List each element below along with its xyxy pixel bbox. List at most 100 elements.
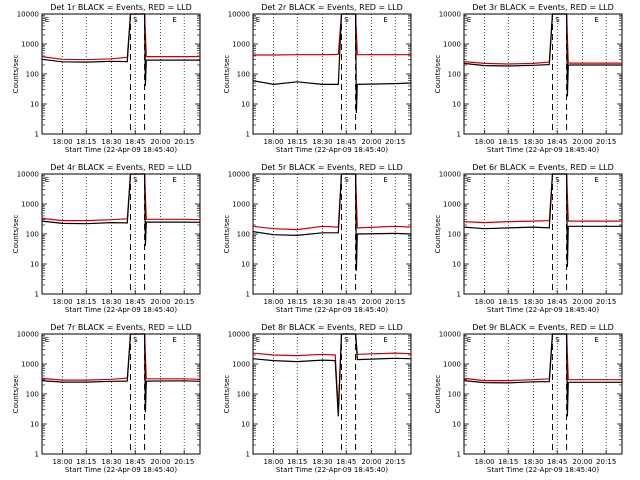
chart-title: Det 5r BLACK = Events, RED = LLD bbox=[261, 163, 403, 172]
x-tick-label: 18:15 bbox=[76, 458, 96, 466]
y-tick-label: 10 bbox=[452, 421, 461, 429]
series-line-events bbox=[252, 173, 412, 271]
x-tick-label: 18:30 bbox=[101, 458, 121, 466]
y-axis-label: Counts/sec bbox=[223, 375, 231, 414]
y-tick-label: 1 bbox=[246, 131, 250, 139]
marker-end: E bbox=[383, 176, 387, 184]
panel-4: Det 4r BLACK = Events, RED = LLD 18:00 18:… bbox=[12, 163, 201, 314]
x-tick-label: 18:30 bbox=[523, 138, 543, 146]
x-tick-label: 18:15 bbox=[498, 458, 518, 466]
x-tick-label: 18:00 bbox=[474, 138, 494, 146]
chart-title: Det 9r BLACK = Events, RED = LLD bbox=[472, 323, 614, 332]
x-tick-label: 18:00 bbox=[474, 298, 494, 306]
x-tick-label: 18:00 bbox=[52, 298, 72, 306]
x-axis-label: Start Time (22-Apr-09 18:45:40) bbox=[276, 306, 388, 314]
y-axis-label: Counts/sec bbox=[12, 55, 20, 94]
x-tick-label: 20:00 bbox=[361, 458, 381, 466]
x-tick-label: 18:30 bbox=[312, 298, 332, 306]
y-tick-label: 1 bbox=[35, 131, 39, 139]
x-axis-label: Start Time (22-Apr-09 18:45:40) bbox=[65, 306, 177, 314]
x-tick-label: 18:30 bbox=[101, 298, 121, 306]
marker-start: S bbox=[344, 176, 349, 184]
y-tick-label: 10 bbox=[30, 261, 39, 269]
panel-5: Det 5r BLACK = Events, RED = LLD 18:00 18:… bbox=[223, 163, 412, 314]
y-tick-label: 100 bbox=[237, 391, 250, 399]
y-tick-label: 10 bbox=[30, 421, 39, 429]
chart-title: Det 1r BLACK = Events, RED = LLD bbox=[50, 3, 192, 12]
plot-frame bbox=[252, 13, 412, 135]
marker-end: E bbox=[594, 16, 598, 24]
y-tick-label: 1 bbox=[457, 291, 461, 299]
y-tick-label: 1000 bbox=[21, 41, 39, 49]
y-tick-label: 100 bbox=[237, 71, 250, 79]
x-tick-label: 18:30 bbox=[312, 458, 332, 466]
marker-end-left: E bbox=[467, 176, 471, 184]
y-tick-label: 10 bbox=[241, 421, 250, 429]
y-tick-label: 10000 bbox=[17, 171, 39, 179]
x-tick-label: 20:15 bbox=[596, 458, 616, 466]
x-tick-label: 20:15 bbox=[385, 458, 405, 466]
marker-start: S bbox=[344, 336, 349, 344]
panel-2: Det 2r BLACK = Events, RED = LLD 18:00 18:… bbox=[223, 3, 412, 154]
plot-frame bbox=[463, 333, 623, 455]
marker-start: S bbox=[555, 16, 560, 24]
y-tick-label: 10000 bbox=[228, 331, 250, 339]
y-tick-label: 1000 bbox=[21, 361, 39, 369]
x-tick-label: 18:45 bbox=[336, 138, 356, 146]
y-tick-label: 100 bbox=[26, 231, 39, 239]
x-tick-label: 20:00 bbox=[572, 298, 592, 306]
y-tick-label: 100 bbox=[26, 391, 39, 399]
x-tick-label: 18:15 bbox=[76, 298, 96, 306]
x-tick-label: 20:00 bbox=[150, 298, 170, 306]
y-tick-label: 1 bbox=[457, 131, 461, 139]
x-tick-label: 18:00 bbox=[52, 458, 72, 466]
series-line-events bbox=[41, 333, 201, 413]
marker-end: E bbox=[594, 336, 598, 344]
x-tick-label: 20:00 bbox=[361, 298, 381, 306]
marker-end-left: E bbox=[256, 336, 260, 344]
marker-end: E bbox=[172, 176, 176, 184]
x-tick-label: 18:45 bbox=[547, 458, 567, 466]
y-tick-label: 1000 bbox=[443, 361, 461, 369]
marker-end: E bbox=[383, 16, 387, 24]
marker-end: E bbox=[172, 336, 176, 344]
series-line-events bbox=[463, 173, 622, 267]
series-line-events bbox=[41, 13, 200, 86]
x-tick-label: 18:00 bbox=[263, 458, 283, 466]
x-tick-label: 18:15 bbox=[287, 458, 307, 466]
x-tick-label: 18:30 bbox=[312, 138, 332, 146]
x-tick-label: 18:00 bbox=[474, 458, 494, 466]
x-axis-label: Start Time (22-Apr-09 18:45:40) bbox=[65, 146, 177, 154]
series-line-events bbox=[463, 333, 622, 417]
x-tick-label: 20:00 bbox=[572, 458, 592, 466]
series-line-events bbox=[463, 13, 622, 97]
y-tick-label: 100 bbox=[26, 71, 39, 79]
marker-start: S bbox=[133, 176, 138, 184]
x-tick-label: 20:15 bbox=[385, 298, 405, 306]
y-tick-label: 100 bbox=[448, 391, 461, 399]
x-tick-label: 18:45 bbox=[125, 458, 145, 466]
y-axis-label: Counts/sec bbox=[12, 375, 20, 414]
x-tick-label: 18:15 bbox=[498, 138, 518, 146]
marker-start: S bbox=[133, 16, 138, 24]
plot-frame bbox=[463, 13, 623, 135]
y-tick-label: 10 bbox=[452, 261, 461, 269]
chart-title: Det 4r BLACK = Events, RED = LLD bbox=[50, 163, 192, 172]
x-tick-label: 20:15 bbox=[174, 138, 194, 146]
series-line-events bbox=[252, 333, 412, 417]
y-tick-label: 1 bbox=[457, 451, 461, 459]
x-axis-label: Start Time (22-Apr-09 18:45:40) bbox=[487, 306, 599, 314]
y-tick-label: 1000 bbox=[21, 201, 39, 209]
x-axis-label: Start Time (22-Apr-09 18:45:40) bbox=[487, 146, 599, 154]
series-line-events bbox=[41, 173, 201, 246]
x-tick-label: 18:45 bbox=[547, 298, 567, 306]
plot-frame bbox=[41, 333, 201, 455]
y-tick-label: 1000 bbox=[232, 201, 250, 209]
x-tick-label: 18:00 bbox=[52, 138, 72, 146]
series-line-lld bbox=[252, 333, 412, 410]
x-tick-label: 18:00 bbox=[263, 138, 283, 146]
marker-start: S bbox=[555, 176, 560, 184]
x-tick-label: 18:45 bbox=[547, 138, 567, 146]
x-tick-label: 18:00 bbox=[263, 298, 283, 306]
x-tick-label: 18:15 bbox=[287, 298, 307, 306]
